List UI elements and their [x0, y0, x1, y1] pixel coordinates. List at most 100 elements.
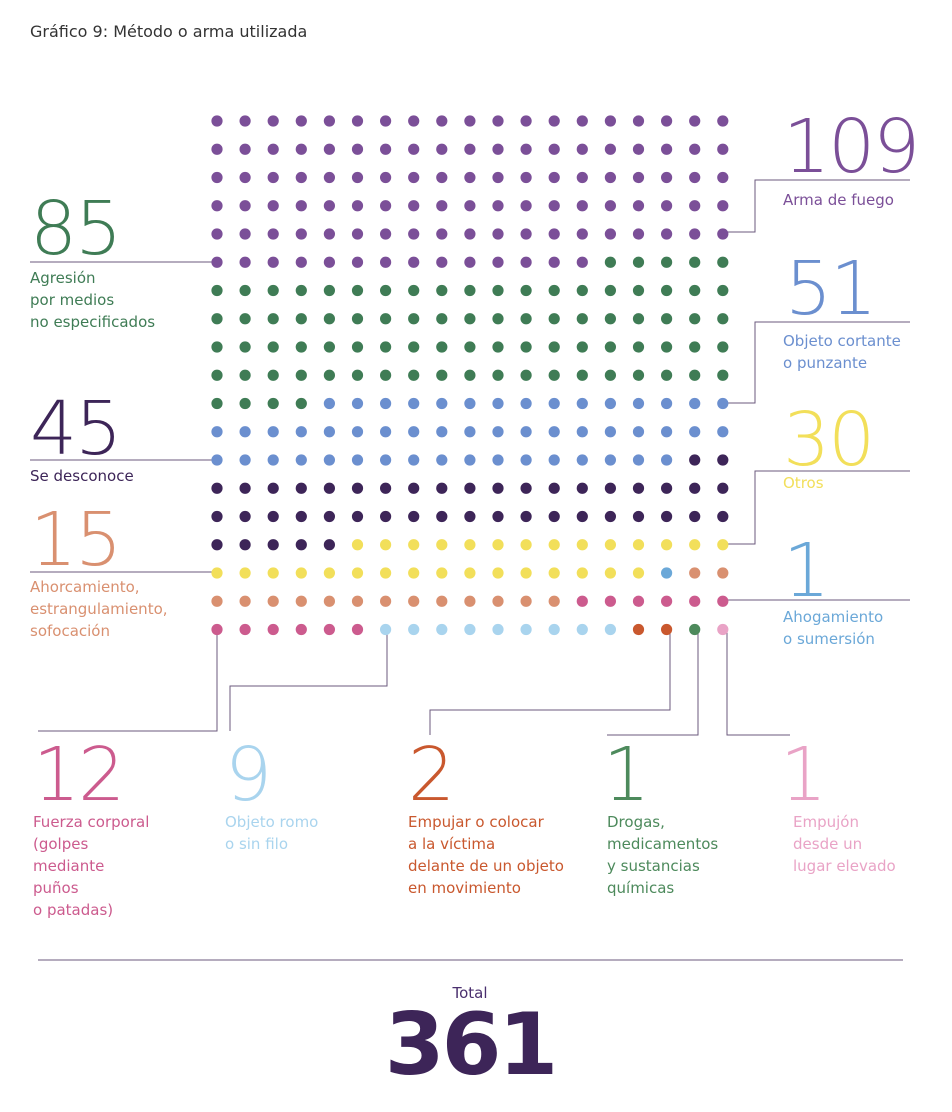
dot [464, 397, 476, 410]
dot [239, 623, 251, 636]
dot [632, 510, 645, 523]
dot [576, 171, 588, 184]
dot [604, 397, 617, 410]
dot [295, 369, 307, 381]
dot [408, 143, 420, 155]
dot [464, 595, 476, 607]
dot [323, 369, 335, 381]
dot [689, 567, 701, 579]
dot [239, 539, 251, 551]
dot [632, 228, 645, 240]
dot [351, 369, 364, 381]
dot [323, 171, 335, 184]
dot [661, 369, 673, 381]
dot [351, 341, 364, 353]
dot [267, 539, 279, 551]
dot [239, 171, 251, 184]
dot [661, 623, 673, 636]
dot [351, 397, 364, 410]
dot [520, 313, 532, 325]
dot [464, 426, 476, 438]
dot [436, 143, 448, 155]
dot [717, 284, 729, 297]
category-value: 45 [30, 386, 122, 472]
dot [436, 482, 448, 494]
dot [408, 369, 420, 381]
dot [717, 397, 729, 410]
leader-line [607, 629, 699, 736]
category-value: 2 [408, 732, 455, 818]
category-label: Ahogamiento o sumersión [783, 608, 884, 648]
dot [211, 341, 223, 353]
dot [323, 115, 335, 127]
dot [351, 200, 364, 212]
dot [520, 510, 532, 523]
dot [323, 397, 335, 410]
dot [548, 284, 560, 297]
dot [464, 623, 476, 636]
dot [267, 200, 279, 212]
dot [295, 454, 307, 466]
dot [520, 595, 532, 607]
dot [661, 567, 673, 579]
dot [436, 510, 448, 523]
dot [211, 284, 223, 297]
dot [211, 454, 223, 466]
dot [380, 595, 392, 607]
dot [520, 623, 532, 636]
dot [548, 143, 560, 155]
dot [604, 171, 617, 184]
dot [632, 482, 645, 494]
dot [689, 256, 701, 268]
dot [239, 595, 251, 607]
dot [295, 595, 307, 607]
dot [323, 143, 335, 155]
dot [380, 313, 392, 325]
dot [351, 115, 364, 127]
dot [211, 426, 223, 438]
dot [548, 510, 560, 523]
dot [548, 313, 560, 325]
dot [380, 143, 392, 155]
dot [576, 115, 588, 127]
dot [464, 200, 476, 212]
dot [295, 256, 307, 268]
dot [267, 313, 279, 325]
dot [632, 539, 645, 551]
dot [380, 482, 392, 494]
dot [717, 341, 729, 353]
dot [520, 397, 532, 410]
dot [520, 539, 532, 551]
dot [604, 228, 617, 240]
dot [267, 482, 279, 494]
dot [211, 539, 223, 551]
dot [689, 143, 701, 155]
dot [239, 200, 251, 212]
dot [492, 595, 504, 607]
dot [211, 369, 223, 381]
category-label: Se desconoce [30, 467, 134, 485]
dot [436, 313, 448, 325]
dot [661, 482, 673, 494]
dot [520, 143, 532, 155]
dot [689, 228, 701, 240]
dot [576, 426, 588, 438]
dot [211, 115, 223, 127]
category-label: Ahorcamiento, estrangulamiento, sofocaci… [30, 578, 168, 640]
dot [520, 284, 532, 297]
dot [632, 595, 645, 607]
dot [295, 397, 307, 410]
dot [267, 510, 279, 523]
dot [576, 143, 588, 155]
dot [295, 567, 307, 579]
category-value: 15 [30, 497, 122, 583]
dot [717, 115, 729, 127]
dot [520, 482, 532, 494]
dot [548, 426, 560, 438]
dot [520, 369, 532, 381]
chart-title: Gráfico 9: Método o arma utilizada [30, 22, 308, 41]
dot [436, 115, 448, 127]
dot [323, 595, 335, 607]
dot [548, 539, 560, 551]
